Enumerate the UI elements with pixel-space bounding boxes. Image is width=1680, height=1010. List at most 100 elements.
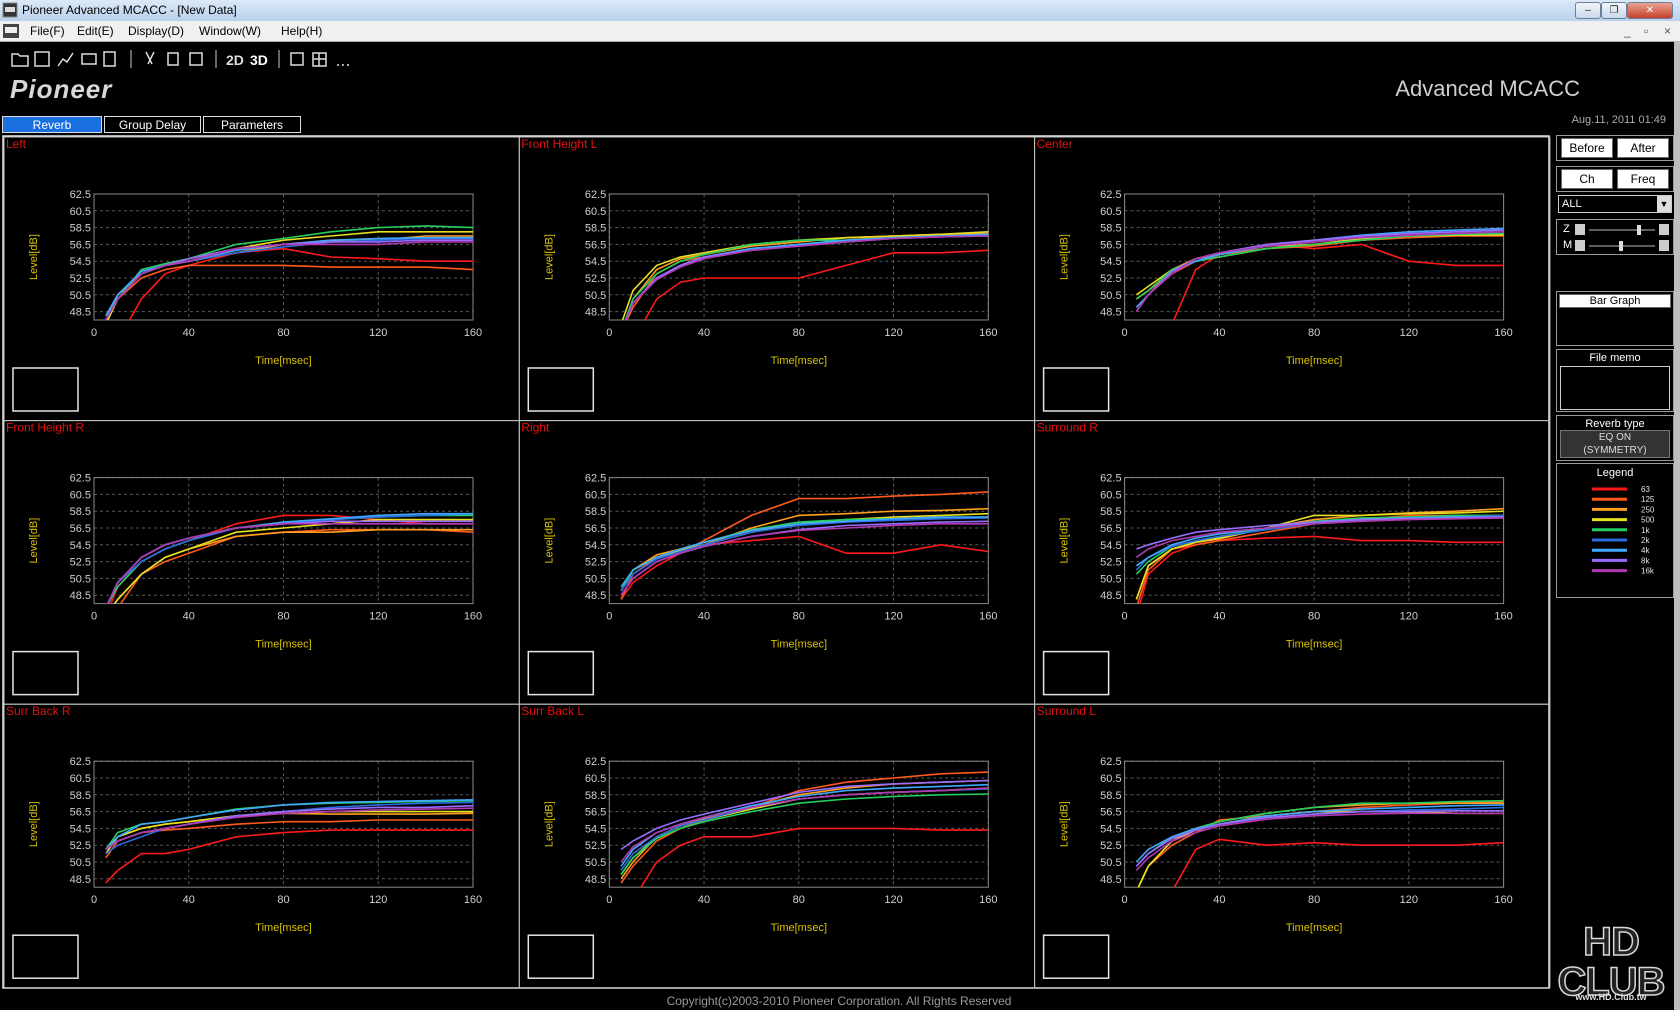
view-box: Ch Freq bbox=[1556, 166, 1674, 192]
y-tick-label: 52.5 bbox=[1100, 840, 1121, 852]
preview-icon[interactable] bbox=[103, 51, 116, 67]
ch-button[interactable]: Ch bbox=[1561, 169, 1613, 189]
y-tick-label: 58.5 bbox=[1100, 506, 1121, 518]
menu-item[interactable]: File(F) bbox=[30, 24, 65, 38]
window-title: Pioneer Advanced MCACC - [New Data] bbox=[22, 3, 237, 17]
x-tick-label: 160 bbox=[1494, 327, 1512, 339]
bar-graph-button[interactable]: Bar Graph bbox=[1559, 294, 1671, 308]
y-tick-label: 52.5 bbox=[70, 840, 91, 852]
plot-frame bbox=[93, 760, 474, 888]
x-tick-label: 40 bbox=[1213, 327, 1225, 339]
z-right[interactable] bbox=[1659, 224, 1669, 235]
x-tick-label: 160 bbox=[1494, 611, 1512, 623]
tab[interactable]: Reverb bbox=[2, 116, 102, 133]
cut-icon[interactable] bbox=[145, 51, 155, 65]
watermark-url: www.HD.Club.tw bbox=[1575, 992, 1647, 1002]
y-tick-label: 48.5 bbox=[70, 590, 91, 602]
y-tick-label: 48.5 bbox=[1100, 590, 1121, 602]
menu-item[interactable]: Help(H) bbox=[281, 24, 323, 38]
y-tick-label: 52.5 bbox=[585, 273, 606, 285]
m-right[interactable] bbox=[1659, 240, 1669, 251]
select-arrow[interactable]: ▼ bbox=[1657, 196, 1671, 212]
graph-icon[interactable] bbox=[57, 52, 74, 67]
mdi-close[interactable]: × bbox=[1664, 24, 1672, 38]
y-tick-label: 50.5 bbox=[585, 857, 606, 869]
channel-select[interactable]: ALL ▼ bbox=[1558, 195, 1672, 213]
chart-panel: Front Height R 48.5 50.5 52.5 54.5 56.5 58.5 60… bbox=[3, 420, 520, 705]
y-tick-label: 62.5 bbox=[585, 473, 606, 485]
series-line bbox=[639, 827, 989, 888]
legend-label: 8k bbox=[1641, 556, 1650, 565]
plot-frame bbox=[608, 760, 989, 888]
menu-item[interactable]: Window(W) bbox=[199, 24, 261, 38]
m-thumb[interactable] bbox=[1619, 241, 1623, 251]
watermark-logo: HD CLUB bbox=[1557, 920, 1667, 1004]
y-tick-label: 56.5 bbox=[585, 523, 606, 535]
x-axis-label: Time[msec] bbox=[771, 355, 827, 367]
zoom-box: Z M bbox=[1556, 219, 1674, 255]
mode-2d-button[interactable]: 2D bbox=[226, 52, 244, 68]
m-left[interactable] bbox=[1575, 240, 1585, 251]
restore-button[interactable]: ❐ bbox=[1601, 2, 1627, 19]
file-memo-field[interactable] bbox=[1560, 366, 1670, 410]
panel-title: Center bbox=[1037, 137, 1073, 151]
series-line bbox=[1135, 799, 1504, 867]
copy-icon[interactable] bbox=[167, 52, 179, 66]
tile-icon[interactable] bbox=[312, 52, 327, 67]
plot-frame bbox=[1124, 477, 1505, 605]
toolbar: 2D 3D bbox=[11, 50, 349, 68]
series-line bbox=[1136, 516, 1504, 550]
minimize-button[interactable]: – bbox=[1575, 2, 1601, 19]
series-line bbox=[1135, 510, 1504, 600]
y-tick-label: 54.5 bbox=[1100, 823, 1121, 835]
level-box bbox=[527, 650, 595, 696]
mdi-restore[interactable]: ▫ bbox=[1644, 24, 1649, 38]
series-line bbox=[624, 232, 989, 320]
panel-title: Front Height R bbox=[6, 421, 84, 435]
mode-3d-button[interactable]: 3D bbox=[250, 52, 268, 68]
window-icon[interactable] bbox=[290, 52, 304, 66]
x-tick-label: 0 bbox=[606, 894, 612, 906]
freq-button[interactable]: Freq bbox=[1617, 169, 1669, 189]
plot-lines bbox=[105, 225, 473, 320]
x-tick-label: 80 bbox=[1308, 327, 1320, 339]
x-tick-label: 80 bbox=[1308, 894, 1320, 906]
level-box bbox=[1042, 934, 1110, 979]
select-value: ALL bbox=[1562, 198, 1582, 210]
chart-panel: Front Height L 48.5 50.5 52.5 54.5 56.5 58.5 60… bbox=[518, 136, 1036, 422]
after-button[interactable]: After bbox=[1617, 138, 1669, 158]
tab[interactable]: Parameters bbox=[203, 116, 301, 133]
print-icon[interactable] bbox=[81, 53, 97, 65]
x-tick-label: 40 bbox=[698, 611, 710, 623]
series-line bbox=[624, 234, 989, 320]
series-line bbox=[105, 236, 473, 317]
before-button[interactable]: Before bbox=[1561, 138, 1613, 158]
y-tick-label: 48.5 bbox=[1100, 874, 1121, 886]
series-line bbox=[1135, 229, 1504, 313]
y-tick-label: 54.5 bbox=[70, 256, 91, 268]
x-tick-label: 80 bbox=[277, 327, 289, 339]
save-icon[interactable] bbox=[34, 51, 50, 67]
menu-item[interactable]: Edit(E) bbox=[77, 24, 114, 38]
level-box bbox=[12, 367, 79, 412]
y-tick-label: 56.5 bbox=[70, 807, 91, 819]
panel-border bbox=[1034, 703, 1551, 989]
menu-item[interactable]: Display(D) bbox=[128, 24, 185, 38]
y-tick-label: 54.5 bbox=[70, 540, 91, 552]
x-tick-label: 40 bbox=[183, 611, 195, 623]
compare-box: Before After bbox=[1556, 135, 1674, 161]
series-line bbox=[1135, 232, 1504, 300]
mdi-minimize[interactable]: _ bbox=[1624, 24, 1631, 38]
z-left[interactable] bbox=[1575, 224, 1585, 235]
paste-icon[interactable] bbox=[189, 52, 203, 66]
plot-lines bbox=[620, 491, 989, 600]
z-thumb[interactable] bbox=[1637, 225, 1641, 235]
series-line bbox=[620, 779, 989, 851]
close-button[interactable]: ✕ bbox=[1627, 2, 1673, 19]
y-tick-label: 52.5 bbox=[1100, 273, 1121, 285]
series-line bbox=[110, 514, 473, 604]
open-icon[interactable] bbox=[11, 53, 29, 67]
tab[interactable]: Group Delay bbox=[104, 116, 201, 133]
y-tick-label: 54.5 bbox=[70, 823, 91, 835]
x-tick-label: 0 bbox=[91, 894, 97, 906]
